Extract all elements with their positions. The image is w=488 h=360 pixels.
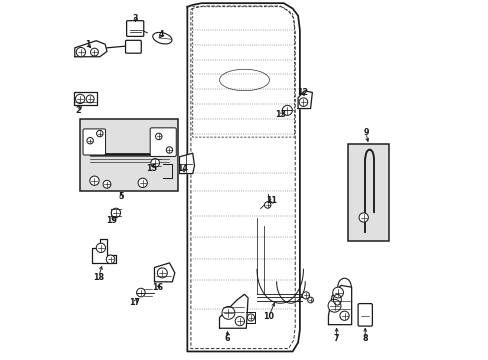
FancyBboxPatch shape xyxy=(83,129,105,155)
Text: 4: 4 xyxy=(158,30,163,39)
Text: 2: 2 xyxy=(76,106,81,115)
Circle shape xyxy=(247,314,254,321)
FancyBboxPatch shape xyxy=(126,21,143,36)
Circle shape xyxy=(75,94,84,104)
Text: 7: 7 xyxy=(333,334,339,343)
Circle shape xyxy=(151,158,159,167)
Text: 9: 9 xyxy=(363,129,368,138)
FancyBboxPatch shape xyxy=(150,128,176,157)
Circle shape xyxy=(155,133,162,140)
Text: 17: 17 xyxy=(129,298,140,307)
Circle shape xyxy=(76,48,85,57)
Text: 18: 18 xyxy=(93,273,104,282)
Circle shape xyxy=(264,202,270,208)
Polygon shape xyxy=(179,153,194,174)
FancyBboxPatch shape xyxy=(125,40,141,53)
Ellipse shape xyxy=(152,32,172,44)
Circle shape xyxy=(302,292,309,299)
Circle shape xyxy=(358,213,367,222)
Circle shape xyxy=(136,288,145,297)
Text: 3: 3 xyxy=(133,14,138,23)
Circle shape xyxy=(97,130,103,137)
Text: 6: 6 xyxy=(224,334,230,343)
Polygon shape xyxy=(91,239,116,263)
Circle shape xyxy=(282,105,292,115)
Circle shape xyxy=(299,98,307,107)
Polygon shape xyxy=(154,263,175,282)
Text: 12: 12 xyxy=(296,88,307,97)
Circle shape xyxy=(157,268,167,278)
Polygon shape xyxy=(328,285,351,325)
Text: 19: 19 xyxy=(106,216,117,225)
Circle shape xyxy=(90,48,98,56)
Circle shape xyxy=(138,178,147,188)
Polygon shape xyxy=(74,93,97,105)
Circle shape xyxy=(327,299,340,312)
FancyBboxPatch shape xyxy=(347,144,388,241)
Text: 11: 11 xyxy=(265,196,276,205)
Text: 13: 13 xyxy=(274,111,285,120)
Polygon shape xyxy=(298,91,312,109)
Circle shape xyxy=(111,208,121,217)
Text: 16: 16 xyxy=(152,283,163,292)
Circle shape xyxy=(103,180,111,188)
Polygon shape xyxy=(75,41,107,57)
Circle shape xyxy=(307,297,313,303)
Circle shape xyxy=(339,311,348,320)
Text: 8: 8 xyxy=(362,334,367,343)
Circle shape xyxy=(332,287,343,298)
Text: 5: 5 xyxy=(118,192,124,201)
Circle shape xyxy=(87,138,93,144)
Circle shape xyxy=(90,176,99,185)
Text: 10: 10 xyxy=(263,312,274,321)
Circle shape xyxy=(166,147,172,153)
Text: 15: 15 xyxy=(146,164,157,173)
FancyBboxPatch shape xyxy=(80,119,178,191)
Polygon shape xyxy=(219,294,247,328)
Circle shape xyxy=(86,95,94,103)
Circle shape xyxy=(96,243,105,252)
Text: 14: 14 xyxy=(177,164,188,173)
Circle shape xyxy=(106,255,115,264)
Circle shape xyxy=(222,306,234,319)
Circle shape xyxy=(235,316,244,326)
FancyBboxPatch shape xyxy=(357,303,372,326)
Text: 1: 1 xyxy=(85,40,91,49)
